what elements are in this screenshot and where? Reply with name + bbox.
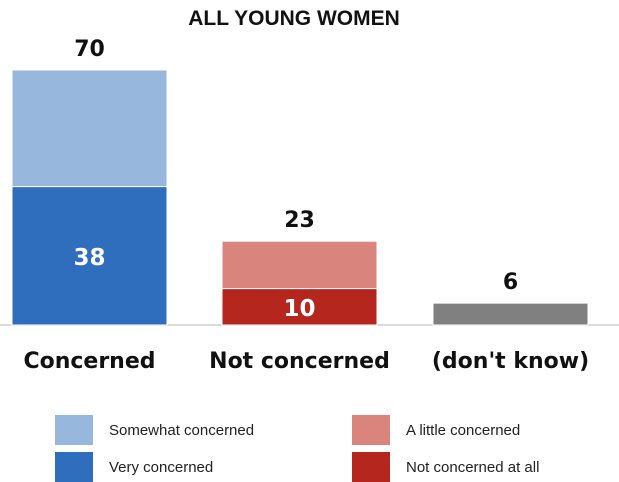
chart-title: ALL YOUNG WOMEN — [188, 7, 400, 30]
legend-label: Very concerned — [109, 458, 214, 476]
chart: ALL YOUNG WOMEN 70 Concerned 23 Not concerne… — [0, 7, 619, 374]
segment-label: 38 — [73, 245, 105, 271]
legend: Somewhat concerned A little concerned Ve… — [0, 415, 619, 482]
total-label: 70 — [74, 37, 105, 62]
legend-swatch — [352, 415, 390, 445]
bar-segment — [221, 288, 378, 326]
legend-item-not-concerned-at-all: Not concerned at all — [352, 452, 539, 482]
segment-label: 10 — [283, 296, 315, 322]
total-label: 23 — [284, 208, 315, 233]
bar-segment — [11, 69, 168, 188]
legend-swatch — [55, 452, 93, 482]
legend-label: A little concerned — [406, 421, 521, 439]
legend-item-a-little-concerned: A little concerned — [352, 415, 520, 445]
legend-swatch — [352, 452, 390, 482]
legend-swatch — [55, 415, 93, 445]
total-label: 6 — [503, 270, 518, 295]
category-label: (don't know) — [432, 349, 589, 374]
legend-label: Somewhat concerned — [109, 421, 255, 439]
bar-segment — [221, 240, 378, 290]
category-label: Concerned — [23, 349, 155, 374]
legend-label: Not concerned at all — [406, 458, 540, 476]
bar-segment — [11, 186, 168, 326]
category-label: Not concerned — [209, 349, 390, 374]
bar-segment — [432, 302, 589, 326]
legend-item-somewhat-concerned: Somewhat concerned — [55, 415, 254, 445]
legend-item-very-concerned: Very concerned — [55, 452, 213, 482]
